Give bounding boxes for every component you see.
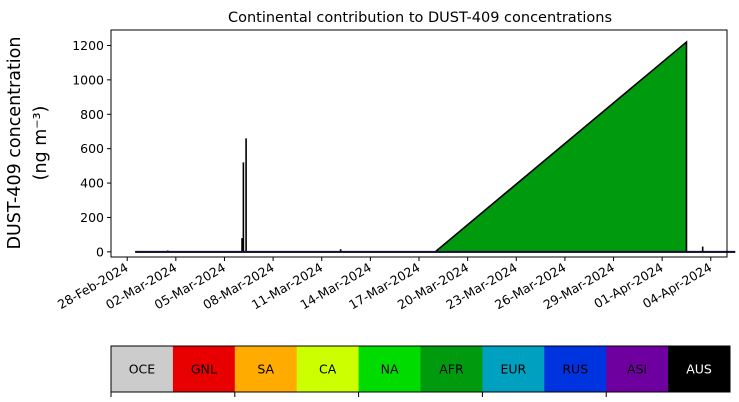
- y-tick-label: 800: [80, 107, 104, 122]
- y-tick-label: 1000: [72, 72, 104, 87]
- legend-swatch-gnl: [172, 346, 236, 392]
- y-tick-label: 0: [96, 244, 104, 259]
- legend-swatch-afr: [420, 346, 483, 392]
- legend-label-oce: OCE: [129, 362, 156, 377]
- x-axis: 28-Feb-202402-Mar-202405-Mar-202408-Mar-…: [55, 257, 714, 312]
- legend-swatch-oce: [111, 346, 174, 392]
- y-axis-label-line2: (ng m⁻³): [31, 106, 51, 181]
- plot-frame: [110, 29, 728, 258]
- legend: OCE GNL SA CA NA AFR EUR RUS ASI AUS: [110, 345, 731, 397]
- chart-title: Continental contribution to DUST-409 con…: [228, 10, 612, 26]
- legend-label-na: NA: [381, 362, 399, 377]
- legend-label-ca: CA: [319, 362, 337, 377]
- legend-label-afr: AFR: [439, 362, 464, 377]
- legend-swatch-sa: [234, 346, 298, 392]
- y-tick-label: 600: [80, 141, 104, 156]
- legend-swatch-asi: [606, 346, 669, 392]
- y-axis: 0 200 400 600 800 1000 1200: [72, 38, 111, 259]
- y-tick-label: 400: [80, 176, 104, 191]
- legend-label-rus: RUS: [562, 362, 588, 377]
- y-axis-label: DUST-409 concentration (ng m⁻³): [5, 37, 51, 250]
- legend-label-asi: ASI: [627, 362, 647, 377]
- legend-swatch-na: [358, 346, 421, 392]
- y-tick-label: 200: [80, 210, 104, 225]
- series-afr-area: [135, 40, 736, 253]
- legend-label-eur: EUR: [500, 362, 526, 377]
- legend-swatch-rus: [544, 346, 607, 392]
- legend-label-sa: SA: [257, 362, 274, 377]
- legend-label-gnl: GNL: [191, 362, 217, 377]
- legend-swatch-eur: [482, 346, 545, 392]
- y-axis-label-line1: DUST-409 concentration: [5, 37, 25, 250]
- plot-series: [135, 40, 736, 253]
- legend-label-aus: AUS: [686, 362, 712, 377]
- legend-swatch-ca: [296, 346, 360, 392]
- legend-frame: [110, 345, 731, 393]
- legend-swatch-aus: [668, 346, 731, 392]
- y-tick-label: 1200: [72, 38, 104, 53]
